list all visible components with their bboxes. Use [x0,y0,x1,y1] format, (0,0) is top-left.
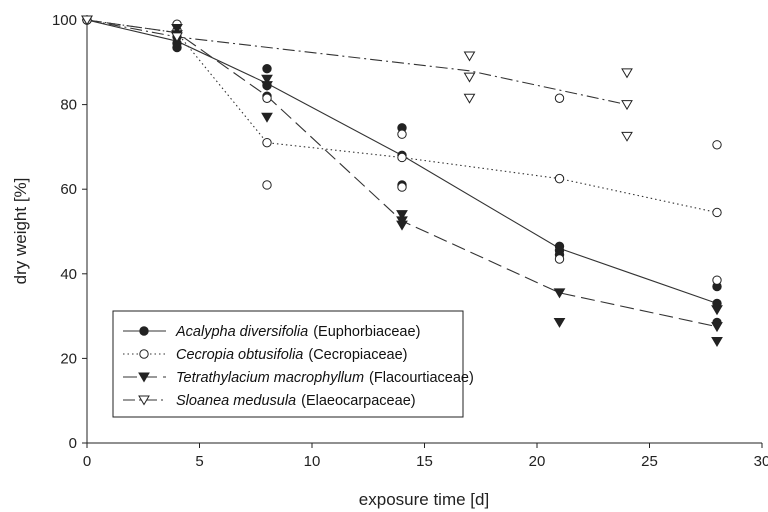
series-line-2 [86,19,718,328]
data-point-series-3 [463,72,476,83]
legend-family-name: (Flacourtiaceae) [369,370,474,386]
legend-marker-0 [139,326,149,336]
y-tick-label: 80 [60,97,77,114]
x-tick-label: 30 [754,453,768,470]
legend-family-name: (Cecropiaceae) [308,347,407,363]
data-point-series-2 [261,112,273,123]
y-tick-label: 0 [69,435,77,452]
data-point-series-2 [261,74,273,85]
data-point-series-2 [261,81,273,92]
y-tick-label: 40 [60,266,77,283]
x-tick-label: 15 [416,453,433,470]
data-point-series-1 [397,129,407,139]
legend-species-name: Sloanea medusula [176,393,296,409]
x-tick-label: 25 [641,453,658,470]
legend-species-name: Tetrathylacium macrophyllum [176,370,364,386]
data-point-series-2 [711,322,723,333]
data-point-series-2 [396,220,408,231]
x-tick-label: 5 [195,453,203,470]
data-point-series-3 [463,51,476,62]
x-tick-label: 0 [83,453,91,470]
data-point-series-2 [711,336,723,347]
data-point-series-1 [262,137,272,148]
y-tick-label: 60 [60,181,77,198]
data-point-series-3 [81,15,93,26]
legend-entry-1: Cecropia obtusifolia (Cecropiaceae) [176,347,408,363]
data-point-series-1 [397,182,407,192]
legend-entry-3: Sloanea medusula (Elaeocarpaceae) [176,393,416,409]
data-point-series-1 [712,207,722,218]
data-point-series-1 [262,180,272,190]
x-tick-label: 20 [529,453,546,470]
series-line-3 [86,19,628,106]
legend-entry-0: Acalypha diversifolia (Euphorbiaceae) [175,324,420,340]
data-point-series-0 [262,63,272,74]
data-point-series-1 [262,93,272,103]
data-point-series-3 [463,93,476,104]
data-point-series-3 [171,32,183,43]
x-tick-label: 10 [304,453,321,470]
y-tick-label: 100 [52,12,77,29]
data-point-series-2 [553,288,566,299]
data-point-series-2 [171,23,183,34]
legend-marker-3 [138,395,150,406]
series-line-0 [86,19,718,304]
legend-species-name: Cecropia obtusifolia [176,347,303,363]
x-axis-label: exposure time [d] [359,490,489,509]
y-axis-label: dry weight [%] [11,178,30,285]
legend: Acalypha diversifolia (Euphorbiaceae) Cecr… [112,310,474,418]
data-point-series-1 [712,140,722,150]
legend-family-name: (Elaeocarpaceae) [301,393,415,409]
legend-marker-1 [139,349,149,359]
data-point-series-3 [621,68,633,79]
legend-family-name: (Euphorbiaceae) [313,324,420,340]
data-point-series-2 [553,317,566,328]
data-point-series-2 [396,210,408,221]
axes: 0 5 10 15 20 25 30 0 20 40 60 80 100 [52,12,768,470]
data-point-series-1 [397,152,407,163]
data-point-series-1 [554,254,565,264]
legend-box [112,310,464,418]
legend-marker-2 [138,372,150,383]
y-tick-label: 20 [60,350,77,367]
data-point-series-1 [554,173,565,184]
data-point-series-3 [621,131,633,142]
data-point-series-1 [554,93,565,103]
legend-entry-2: Tetrathylacium macrophyllum (Flacourtiace… [176,370,474,386]
series-lines [86,19,718,328]
series-points [81,15,723,347]
data-point-series-2 [711,305,723,316]
legend-species-name: Acalypha diversifolia [175,324,308,340]
data-point-series-1 [712,275,722,285]
series-line-1 [86,19,718,214]
data-point-series-3 [621,100,633,111]
